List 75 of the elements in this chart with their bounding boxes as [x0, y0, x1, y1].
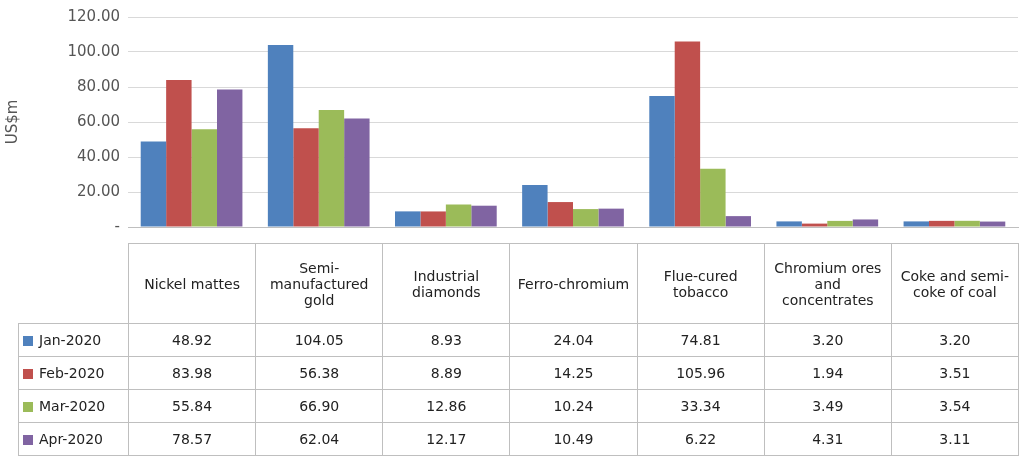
- y-tick-label: 100.00: [67, 41, 120, 60]
- y-tick-label: 20.00: [77, 181, 120, 200]
- data-label: 8.93: [382, 323, 510, 357]
- data-label: 3.49: [764, 389, 892, 423]
- bar: [344, 118, 370, 227]
- data-label: 8.89: [382, 356, 510, 390]
- y-axis-title: US$m: [2, 99, 21, 145]
- legend-label: Mar-2020: [18, 389, 129, 423]
- data-label: 3.20: [891, 323, 1019, 357]
- bar: [649, 96, 675, 227]
- bar: [471, 205, 497, 227]
- bar: [445, 204, 472, 227]
- data-label: 74.81: [637, 323, 765, 357]
- x-tick-label: Flue-cured tobacco: [637, 243, 765, 324]
- x-tick-label: Semi-manufactured gold: [255, 243, 383, 324]
- bar: [903, 221, 929, 227]
- bar: [954, 220, 980, 227]
- data-label: 83.98: [128, 356, 256, 390]
- data-label: 62.04: [255, 422, 383, 456]
- bar: [776, 221, 802, 227]
- data-label: 104.05: [255, 323, 383, 357]
- data-label: 12.17: [382, 422, 510, 456]
- data-label: 3.11: [891, 422, 1019, 456]
- data-label: 105.96: [637, 356, 765, 390]
- bar: [929, 220, 955, 227]
- y-tick-label: 60.00: [77, 111, 120, 130]
- x-tick-label: Ferro-chromium: [509, 243, 638, 324]
- legend-label: Apr-2020: [18, 422, 129, 456]
- data-label: 3.20: [764, 323, 892, 357]
- data-label: 24.04: [509, 323, 638, 357]
- bar: [522, 184, 548, 227]
- data-label: 78.57: [128, 422, 256, 456]
- bar: [725, 216, 751, 227]
- data-label: 3.54: [891, 389, 1019, 423]
- y-tick-label: 80.00: [77, 76, 120, 95]
- bar: [801, 223, 828, 227]
- data-label: 56.38: [255, 356, 383, 390]
- bar: [140, 141, 167, 227]
- data-label: 4.31: [764, 422, 892, 456]
- x-tick-label: Chromium ores and concentrates: [764, 243, 892, 324]
- data-label: 66.90: [255, 389, 383, 423]
- bar: [166, 80, 192, 227]
- data-label: 14.25: [509, 356, 638, 390]
- bar: [267, 44, 294, 227]
- x-tick-label: Coke and semi-coke of coal: [891, 243, 1019, 324]
- data-label: 3.51: [891, 356, 1019, 390]
- data-label: 10.24: [509, 389, 638, 423]
- bar: [598, 208, 624, 227]
- bar: [674, 41, 701, 227]
- y-tick-label: 120.00: [67, 6, 120, 25]
- data-label: 33.34: [637, 389, 765, 423]
- bar: [827, 220, 853, 227]
- data-label: 1.94: [764, 356, 892, 390]
- legend-label: Jan-2020: [18, 323, 129, 357]
- data-label: 48.92: [128, 323, 256, 357]
- data-label: 6.22: [637, 422, 765, 456]
- bar: [547, 202, 573, 227]
- bar: [573, 209, 599, 227]
- y-tick-label: -: [114, 216, 120, 235]
- data-label: 12.86: [382, 389, 510, 423]
- bar: [700, 168, 726, 227]
- data-label: 55.84: [128, 389, 256, 423]
- bar: [852, 219, 879, 227]
- bar: [217, 89, 243, 227]
- x-tick-label: Nickel mattes: [128, 243, 256, 324]
- x-tick-label: Industrial diamonds: [382, 243, 510, 324]
- data-label: 10.49: [509, 422, 638, 456]
- legend-label: Feb-2020: [18, 356, 129, 390]
- bar: [979, 221, 1006, 227]
- bar: [293, 128, 319, 227]
- bar: [318, 109, 345, 227]
- bar: [420, 211, 446, 227]
- y-tick-label: 40.00: [77, 146, 120, 165]
- bar: [191, 129, 217, 227]
- bar: [395, 211, 421, 227]
